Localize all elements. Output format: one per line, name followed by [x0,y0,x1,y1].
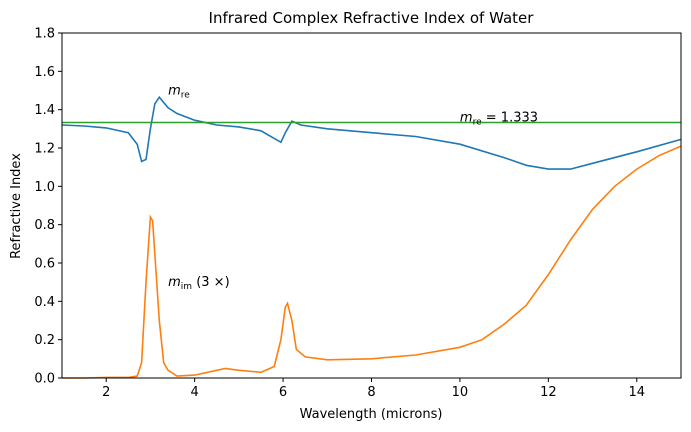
annotation: mre [168,84,190,101]
x-tick-label: 14 [629,385,646,400]
y-tick-label: 0.4 [34,295,55,310]
series-line [62,145,682,379]
y-tick-label: 1.2 [34,142,55,157]
x-tick-label: 4 [191,385,199,400]
y-tick-label: 1.0 [34,180,55,195]
x-tick-label: 8 [367,385,375,400]
y-tick-label: 0.8 [34,218,55,233]
series-line [61,95,682,170]
x-tick-label: 6 [279,385,287,400]
y-tick-label: 1.4 [34,103,55,118]
annotation-suffix: (3 ×) [192,275,230,290]
y-tick-label: 0.6 [34,257,55,272]
annotation-sub: im [181,282,192,292]
y-tick-label: 1.8 [34,27,55,42]
chart-title: Infrared Complex Refractive Index of Wat… [209,9,535,27]
y-tick-label: 0.2 [34,333,55,348]
y-axis-label: Refractive Index [9,153,24,259]
y-tick-label: 1.6 [34,65,55,80]
annotation-base: m [460,110,473,125]
annotation-suffix: = 1.333 [482,110,538,125]
annotation-sub: re [181,91,191,101]
x-tick-label: 2 [102,385,110,400]
annotation: mim (3 ×) [168,275,230,292]
plot-frame [61,32,682,379]
annotation-base: m [168,84,181,99]
y-tick-label: 0.0 [34,372,55,387]
annotation-sub: re [473,117,483,127]
x-tick-label: 12 [540,385,557,400]
annotation-base: m [168,275,181,290]
annotation: mre = 1.333 [460,110,538,127]
x-axis-label: Wavelength (microns) [300,407,443,422]
x-tick-label: 10 [452,385,469,400]
